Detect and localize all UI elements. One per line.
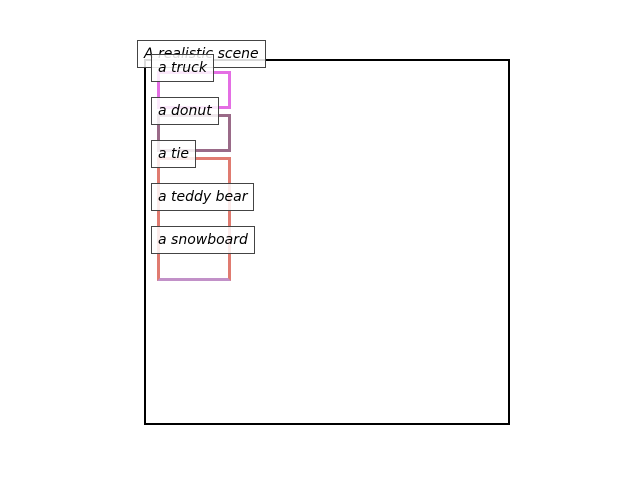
object-label-truck: a truck <box>151 54 214 82</box>
object-label-teddy-bear: a teddy bear <box>151 183 255 211</box>
object-label-snowboard: a snowboard <box>151 226 255 254</box>
object-label-donut: a donut <box>151 97 219 125</box>
object-label-tie: a tie <box>151 140 197 168</box>
bounding-box-tie <box>157 157 231 281</box>
scene-frame <box>144 59 510 425</box>
